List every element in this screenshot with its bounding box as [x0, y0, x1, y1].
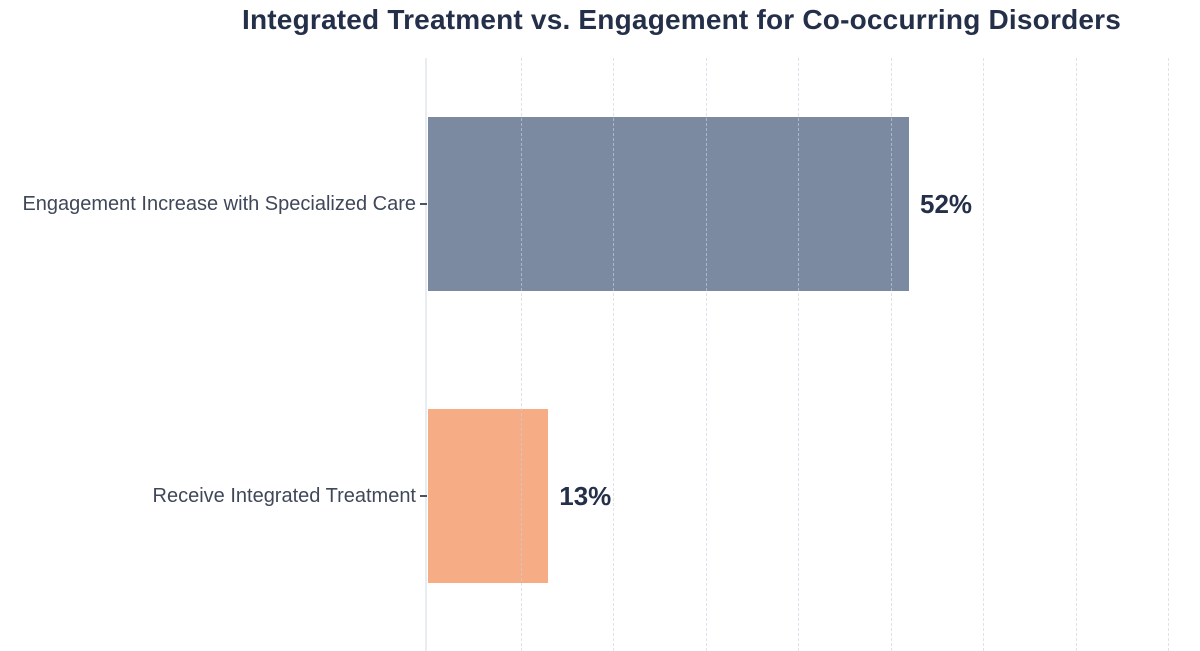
y-axis-label-receive-integrated-treatment: Receive Integrated Treatment	[152, 485, 416, 507]
y-axis-line	[425, 58, 427, 651]
gridline-50pct	[890, 58, 892, 651]
gridline-10pct	[520, 58, 522, 651]
bar-engagement-increase-with-specialized-care	[428, 117, 909, 291]
bar-receive-integrated-treatment	[428, 409, 549, 583]
value-label-receive-integrated-treatment: 13%	[559, 481, 612, 511]
value-label-engagement-increase-with-specialized-care: 52%	[920, 189, 973, 219]
gridline-20pct	[613, 58, 614, 651]
y-axis-label-engagement-increase-with-specialized-care: Engagement Increase with Specialized Car…	[22, 193, 416, 215]
gridline-80pct	[1168, 58, 1169, 651]
gridline-30pct	[705, 58, 707, 651]
y-tick-engagement-increase-with-specialized-care	[420, 203, 427, 205]
chart-title: Integrated Treatment vs. Engagement for …	[242, 4, 1122, 35]
gridline-60pct	[983, 58, 984, 651]
y-tick-receive-integrated-treatment	[420, 495, 427, 497]
gridline-70pct	[1075, 58, 1077, 651]
gridline-40pct	[798, 58, 799, 651]
